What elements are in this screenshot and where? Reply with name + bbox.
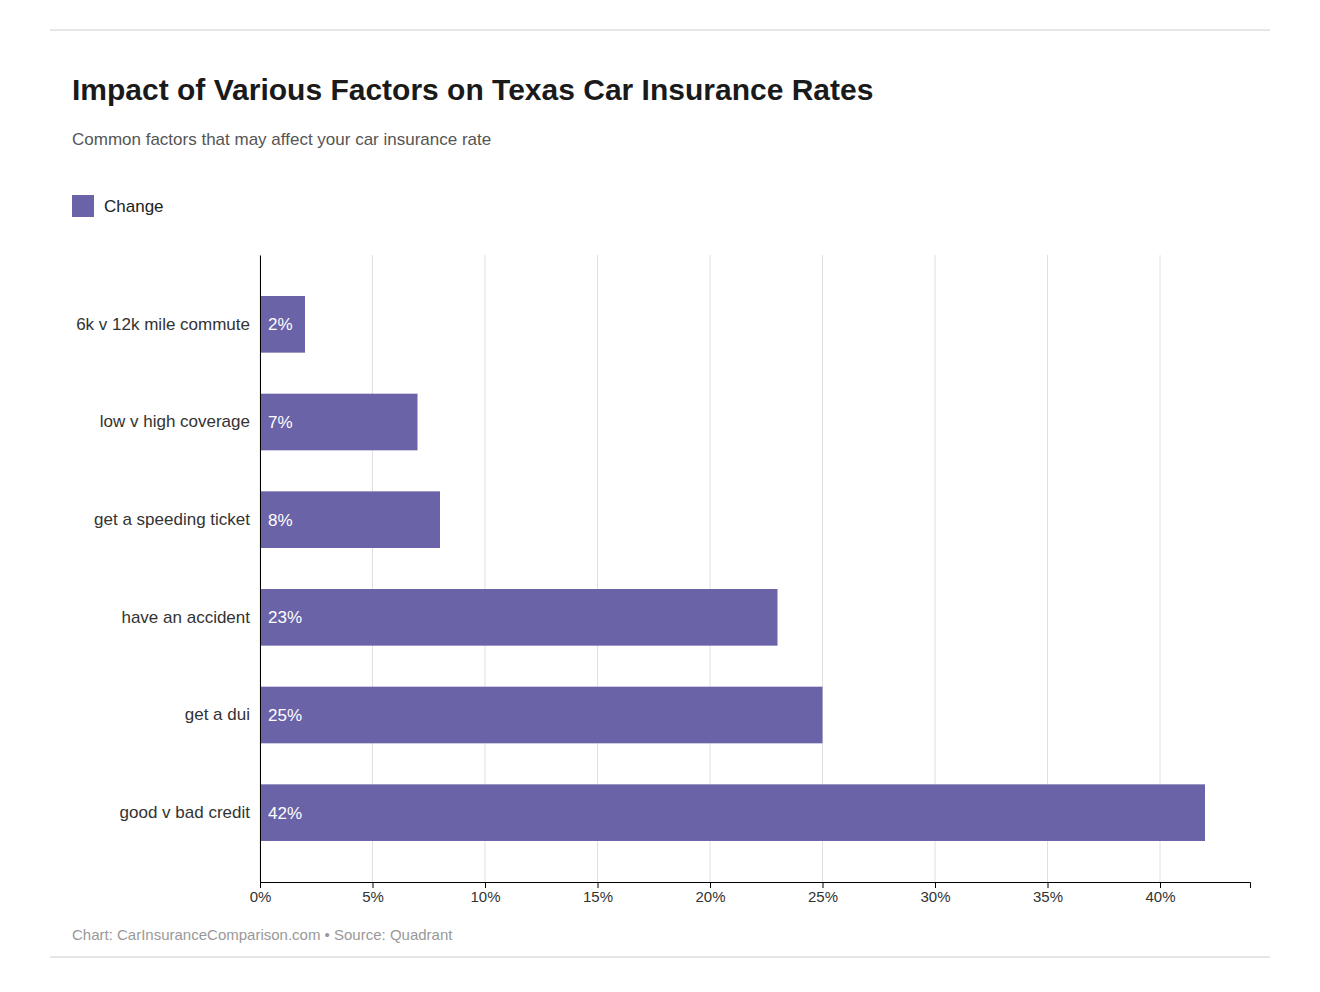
x-tick-label: 5% [362, 888, 384, 905]
y-tick-label: low v high coverage [100, 412, 250, 431]
caption: Chart: CarInsuranceComparison.com • Sour… [72, 926, 453, 943]
x-tick-label: 35% [1033, 888, 1063, 905]
x-tick: 0% [250, 882, 272, 905]
x-axis: 0% 5% 10% 15% 20% 25% 30% 35% 40% [250, 882, 1251, 905]
subtitle: Common factors that may affect your car … [72, 130, 491, 149]
x-tick-label: 0% [250, 888, 272, 905]
bar [260, 296, 305, 353]
x-tick-label: 40% [1145, 888, 1175, 905]
y-axis: 6k v 12k mile commute low v high coverage… [76, 256, 260, 883]
legend-swatch [72, 195, 94, 217]
data-label: 25% [268, 706, 302, 725]
data-label: 23% [268, 608, 302, 627]
bar [260, 589, 778, 646]
top-rule [50, 30, 1270, 31]
x-tick: 5% [362, 882, 384, 905]
y-tick: get a dui [185, 705, 260, 724]
x-tick-label: 25% [808, 888, 838, 905]
y-tick: good v bad credit [120, 803, 260, 822]
x-tick-label: 30% [920, 888, 950, 905]
bar [260, 784, 1205, 841]
bar [260, 687, 823, 744]
x-tick-label: 15% [583, 888, 613, 905]
y-tick: get a speeding ticket [94, 510, 260, 529]
y-tick-label: get a dui [185, 705, 250, 724]
legend-label: Change [104, 197, 164, 216]
x-tick: 10% [470, 882, 500, 905]
legend: Change [72, 195, 164, 217]
data-label: 2% [268, 315, 293, 334]
y-axis-line [260, 256, 261, 883]
data-label: 7% [268, 413, 293, 432]
x-tick-label: 10% [470, 888, 500, 905]
y-tick-label: get a speeding ticket [94, 510, 250, 529]
y-tick-label: have an accident [121, 608, 250, 627]
chart: Impact of Various Factors on Texas Car I… [0, 0, 1320, 992]
bars [260, 296, 1205, 841]
y-tick: 6k v 12k mile commute [76, 315, 260, 334]
bottom-rule [50, 957, 1270, 958]
y-tick-label: 6k v 12k mile commute [76, 315, 250, 334]
data-labels: 2% 7% 8% 23% 25% 42% [268, 315, 302, 822]
y-tick: have an accident [121, 608, 260, 627]
x-tick: 40% [1145, 882, 1175, 905]
x-tick: 35% [1033, 882, 1063, 905]
x-tick: 15% [583, 882, 613, 905]
data-label: 42% [268, 804, 302, 823]
bar [260, 491, 440, 548]
x-axis-line [261, 883, 1251, 889]
x-tick: 20% [695, 882, 725, 905]
x-tick-label: 20% [695, 888, 725, 905]
plot: 0% 5% 10% 15% 20% 25% 30% 35% 40% 6k v 12k mile c… [76, 255, 1250, 905]
data-label: 8% [268, 511, 293, 530]
bar [260, 394, 418, 451]
y-tick: low v high coverage [100, 412, 260, 431]
y-tick-label: good v bad credit [120, 803, 251, 822]
grid-line [260, 255, 261, 882]
x-tick: 30% [920, 882, 950, 905]
title: Impact of Various Factors on Texas Car I… [72, 73, 873, 106]
x-tick: 25% [808, 882, 838, 905]
